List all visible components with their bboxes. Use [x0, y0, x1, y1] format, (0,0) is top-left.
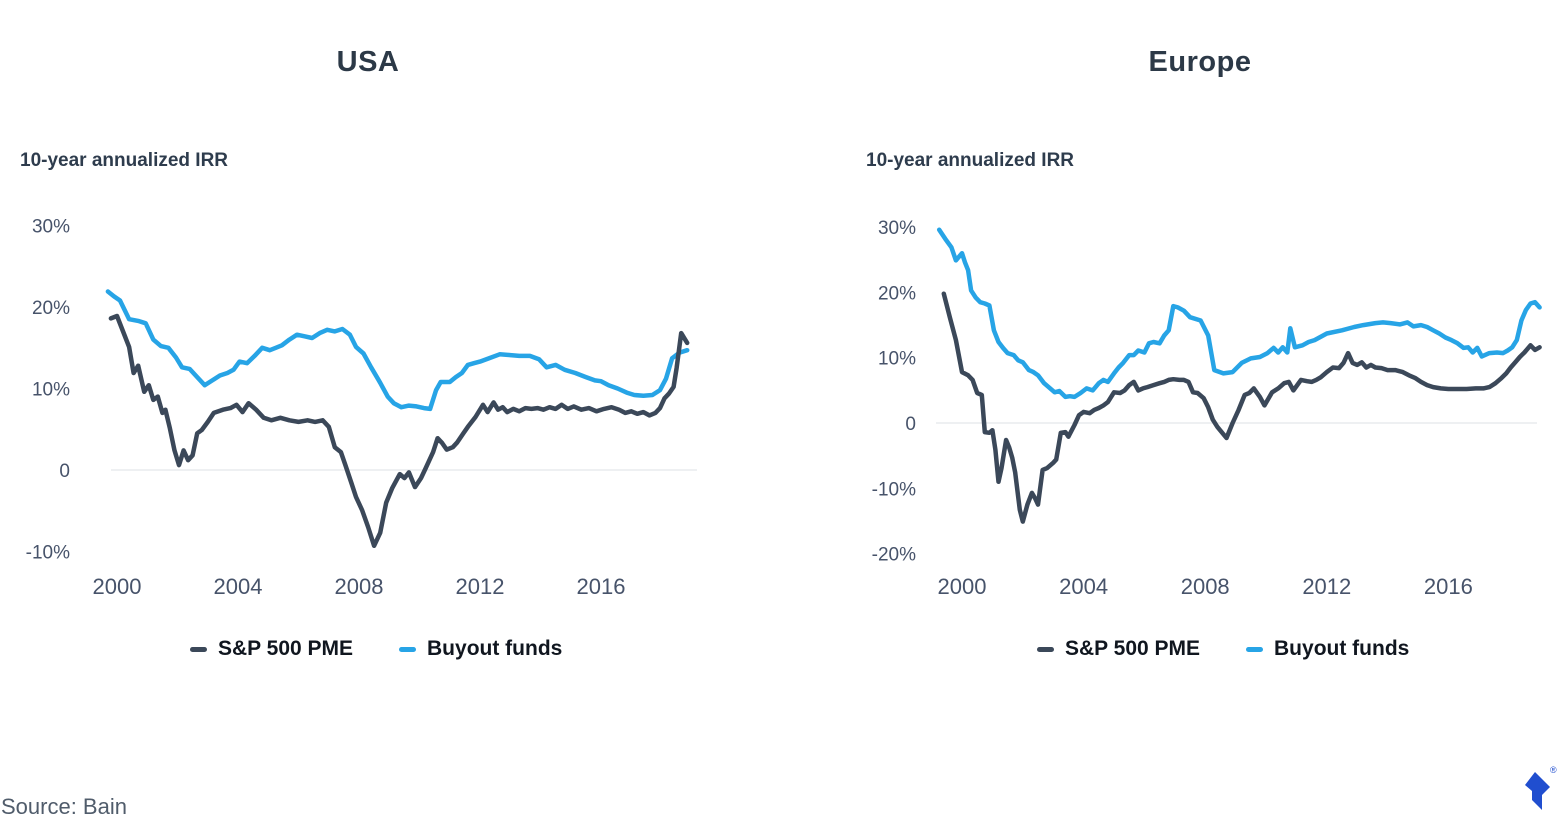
y-tick-label: 10% [32, 380, 70, 401]
x-tick-label: 2012 [1302, 574, 1351, 599]
y-tick-label: 0 [59, 461, 70, 482]
legend-dash-blue-icon [399, 646, 417, 652]
x-tick-label: 2000 [93, 574, 142, 599]
chart-title-usa: USA [336, 46, 400, 78]
toptal-glyph [1525, 772, 1550, 810]
x-tick-label: 2012 [456, 574, 505, 599]
chart-title-europe: Europe [1148, 46, 1252, 78]
legend-label-sp500: S&P 500 PME [218, 637, 354, 660]
series-line-buyout-funds [105, 289, 690, 412]
y-tick-label: 20% [878, 283, 916, 304]
y-tick-label: 10% [878, 349, 916, 370]
legend-europe: S&P 500 PME Buyout funds [1037, 637, 1409, 661]
legend-dash-blue-icon [1246, 646, 1264, 652]
y-axis-title-europe: 10-year annualized IRR [866, 150, 1075, 171]
x-tick-label: 2000 [938, 574, 987, 599]
legend-item-buyout: Buyout funds [399, 637, 562, 661]
legend-label-buyout: Buyout funds [1274, 637, 1410, 660]
registered-mark: ® [1550, 765, 1557, 775]
x-tick-label: 2008 [335, 574, 384, 599]
europe-chart: 30% 20% 10% 0 -10% -20% 2000 2004 2008 2012 2016 [872, 218, 1542, 599]
x-tick-label: 2016 [1424, 574, 1473, 599]
toptal-logo-icon: ® [1525, 765, 1557, 810]
y-tick-label: 0 [905, 414, 916, 435]
usa-chart: 30% 20% 10% 0 -10% 2000 2004 2008 2012 2016 [26, 217, 697, 599]
y-tick-label: -20% [872, 545, 916, 566]
legend-label-buyout: Buyout funds [427, 637, 563, 660]
legend-dash-dark-icon [190, 646, 207, 652]
series-line-sp500-pme [108, 313, 690, 549]
legend-item-sp500: S&P 500 PME [190, 637, 353, 661]
legend-item-buyout: Buyout funds [1246, 637, 1409, 661]
legend-item-sp500: S&P 500 PME [1037, 637, 1200, 661]
series-line-sp500-pme [941, 291, 1542, 524]
legend-dash-dark-icon [1037, 646, 1054, 652]
y-axis-title-usa: 10-year annualized IRR [20, 150, 229, 171]
y-tick-label: 20% [32, 298, 70, 319]
source-note: Source: Bain [1, 794, 127, 819]
y-tick-label: 30% [878, 218, 916, 239]
legend-label-sp500: S&P 500 PME [1065, 637, 1201, 660]
y-tick-label: -10% [872, 479, 916, 500]
y-tick-label: 30% [32, 217, 70, 238]
y-tick-label: -10% [26, 543, 70, 564]
legend-usa: S&P 500 PME Buyout funds [190, 637, 562, 661]
x-tick-label: 2004 [1059, 574, 1108, 599]
series-line-buyout-funds [936, 227, 1542, 400]
x-tick-label: 2004 [214, 574, 263, 599]
x-tick-label: 2016 [577, 574, 626, 599]
x-tick-label: 2008 [1181, 574, 1230, 599]
